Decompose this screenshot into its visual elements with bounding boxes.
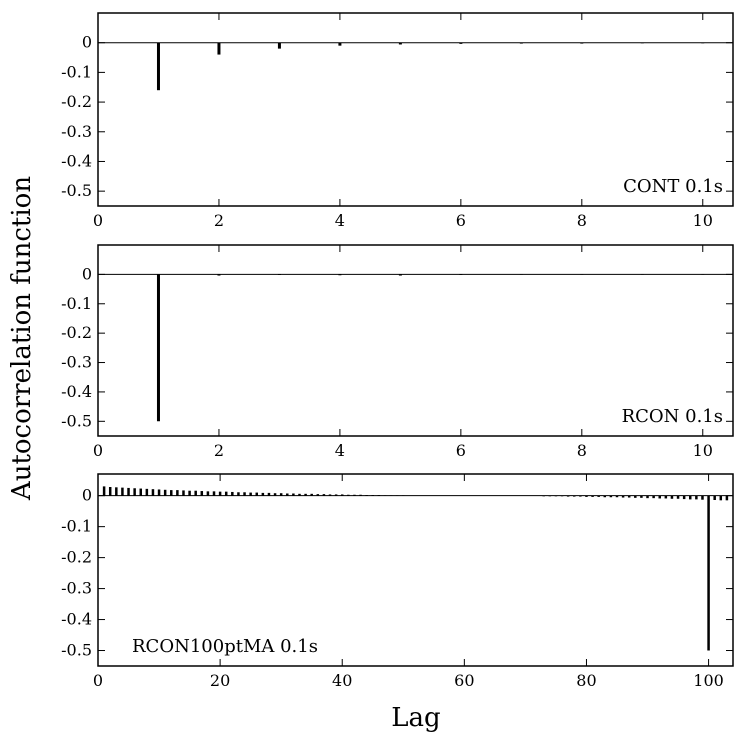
y-tick-label: 0 bbox=[82, 486, 92, 505]
y-tick-label: -0.3 bbox=[61, 122, 92, 141]
panel-label: CONT 0.1s bbox=[623, 176, 723, 197]
chart-panel-3: 0 20 40 60 80 100 0 -0.1 -0.2 -0.3 -0.4 -0.5 RCON100… bbox=[61, 473, 734, 690]
plot-frame bbox=[97, 244, 734, 437]
y-tick-label: -0.4 bbox=[61, 382, 92, 401]
chart-panel-1: 0 2 4 6 8 10 0 -0.1 -0.2 -0.3 -0.4 -0.5 CONT 0.1s bbox=[61, 12, 734, 230]
y-tick-label: -0.5 bbox=[61, 641, 92, 660]
y-tick-label: -0.4 bbox=[61, 610, 92, 629]
y-tick-label: -0.5 bbox=[61, 181, 92, 200]
y-tick-label: -0.2 bbox=[61, 548, 92, 567]
x-tick-label: 6 bbox=[456, 441, 466, 460]
y-tick-label: -0.2 bbox=[61, 92, 92, 111]
x-tick-label: 20 bbox=[210, 671, 230, 690]
x-tick-label: 60 bbox=[454, 671, 474, 690]
y-tick-label: -0.5 bbox=[61, 411, 92, 430]
x-tick-label: 40 bbox=[332, 671, 352, 690]
y-tick-label: -0.1 bbox=[61, 517, 92, 536]
x-tick-label: 100 bbox=[693, 671, 724, 690]
y-tick-label: -0.1 bbox=[61, 62, 92, 81]
x-tick-label: 0 bbox=[93, 211, 103, 230]
plot-frame bbox=[97, 12, 734, 207]
panels: 0 2 4 6 8 100-0.1-0.2-0.3-0.4-0.5 CONT 0.1s0 2 4… bbox=[61, 12, 734, 690]
panel-label: RCON 0.1s bbox=[622, 406, 723, 427]
plot-frame bbox=[97, 473, 734, 667]
x-tick-label: 10 bbox=[693, 211, 713, 230]
x-tick-label: 4 bbox=[335, 211, 345, 230]
x-tick-label: 6 bbox=[456, 211, 466, 230]
y-axis-title: Autocorrelation function bbox=[7, 176, 37, 501]
x-tick-label: 8 bbox=[577, 211, 587, 230]
x-tick-label: 2 bbox=[214, 211, 224, 230]
x-tick-label: 0 bbox=[93, 671, 103, 690]
y-tick-label: -0.2 bbox=[61, 323, 92, 342]
panel-label: RCON100ptMA 0.1s bbox=[132, 636, 318, 657]
x-tick-label: 10 bbox=[693, 441, 713, 460]
y-tick-label: -0.3 bbox=[61, 353, 92, 372]
y-tick-label: 0 bbox=[82, 33, 92, 52]
x-tick-label: 4 bbox=[335, 441, 345, 460]
chart-panel-2: 0 2 4 6 8 10 0 -0.1 -0.2 -0.3 -0.4 -0.5 RCON 0.1s bbox=[61, 244, 734, 460]
y-tick-label: -0.4 bbox=[61, 151, 92, 170]
x-tick-label: 80 bbox=[576, 671, 596, 690]
y-tick-label: -0.3 bbox=[61, 579, 92, 598]
y-tick-label: -0.1 bbox=[61, 294, 92, 313]
y-tick-label: 0 bbox=[82, 264, 92, 283]
x-tick-label: 8 bbox=[577, 441, 587, 460]
x-axis-title: Lag bbox=[391, 703, 440, 733]
x-tick-label: 0 bbox=[93, 441, 103, 460]
x-tick-label: 2 bbox=[214, 441, 224, 460]
